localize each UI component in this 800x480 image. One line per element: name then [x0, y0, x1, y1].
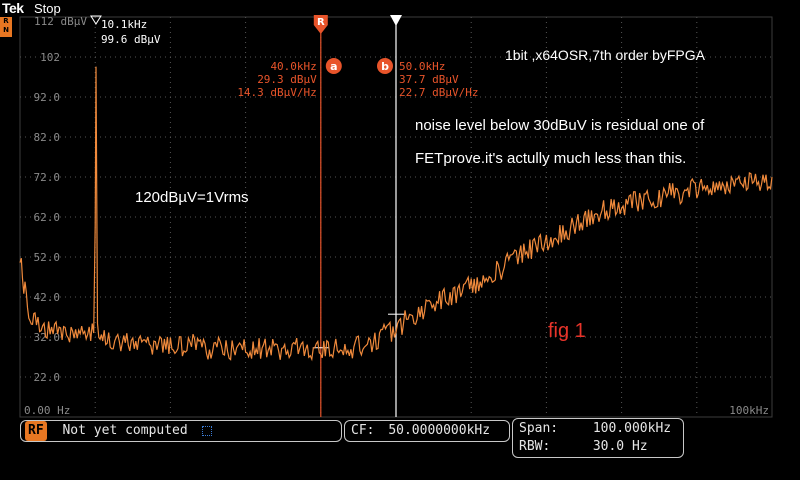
peak-level-readout: 99.6 dBµV: [101, 33, 161, 46]
rf-status-text: Not yet computed: [62, 423, 188, 438]
annotation-note-line2: FETprove.it's actully much less than thi…: [415, 150, 686, 167]
top-level-label: 112 dBµV: [34, 15, 87, 28]
annotation-note-line1: noise level below 30dBuV is residual one…: [415, 117, 705, 134]
spectrum-trace: [19, 66, 773, 362]
marker-tag-b: [377, 58, 393, 74]
acquisition-state: Stop: [34, 1, 61, 16]
marker-tag-label: b: [381, 60, 389, 73]
peak-freq-readout: 10.1kHz: [101, 18, 147, 31]
marker-tag-a: [325, 58, 342, 74]
y-tick-label: 92.0: [34, 91, 61, 104]
y-tick-label: 22.0: [34, 371, 61, 384]
span-value: 100.000kHz: [592, 421, 672, 436]
marker-readout-b: 50.0kHz: [399, 60, 445, 73]
rf-badge: RF: [25, 421, 47, 441]
y-tick-label: 62.0: [34, 211, 61, 224]
x-end-label: 100kHz: [729, 404, 769, 417]
rf-status-panel[interactable]: RF Not yet computed: [20, 420, 342, 442]
rf-mode-top: R: [3, 17, 9, 25]
marker-readout-R: 14.3 dBµV/Hz: [237, 86, 316, 99]
rf-mode-indicator: R N: [0, 17, 12, 37]
x-start-label: 0.00 Hz: [24, 404, 70, 417]
annotation-reference: 120dBµV=1Vrms: [135, 189, 249, 206]
y-tick-label: 72.0: [34, 171, 61, 184]
y-tick-label: 102: [40, 51, 60, 64]
span-label: Span:: [519, 421, 559, 436]
cf-label: CF:: [351, 423, 375, 438]
cf-value: 50.0000000kHz: [388, 423, 491, 438]
peak-marker-icon: [90, 15, 102, 25]
center-frequency-panel[interactable]: CF: 50.0000000kHz: [344, 420, 510, 442]
rf-mode-bottom: N: [3, 26, 9, 34]
brand-logo: Tek: [2, 0, 24, 16]
marker-handle-R[interactable]: [313, 15, 328, 34]
span-rbw-panel[interactable]: Span: 100.000kHz RBW: 30.0 Hz: [512, 418, 684, 458]
marker-handle-b[interactable]: [390, 15, 402, 26]
marker-lines[interactable]: R: [90, 15, 404, 417]
expand-icon[interactable]: [201, 425, 212, 436]
marker-readout-R: 40.0kHz: [270, 60, 316, 73]
rbw-label: RBW:: [519, 439, 551, 454]
marker-readout-R: 29.3 dBµV: [257, 73, 317, 86]
marker-readout-b: 37.7 dBµV: [399, 73, 459, 86]
y-tick-label: 82.0: [34, 131, 61, 144]
y-tick-label: 52.0: [34, 251, 61, 264]
rbw-value: 30.0 Hz: [592, 439, 648, 454]
marker-handle-label: R: [317, 17, 325, 28]
annotation-title: 1bit ,x64OSR,7th order byFPGA: [505, 47, 706, 63]
y-tick-label: 42.0: [34, 291, 61, 304]
annotation-fig: fig 1: [548, 320, 586, 342]
marker-tag-label: a: [330, 60, 337, 73]
marker-readout-b: 22.7 dBµV/Hz: [399, 86, 478, 99]
